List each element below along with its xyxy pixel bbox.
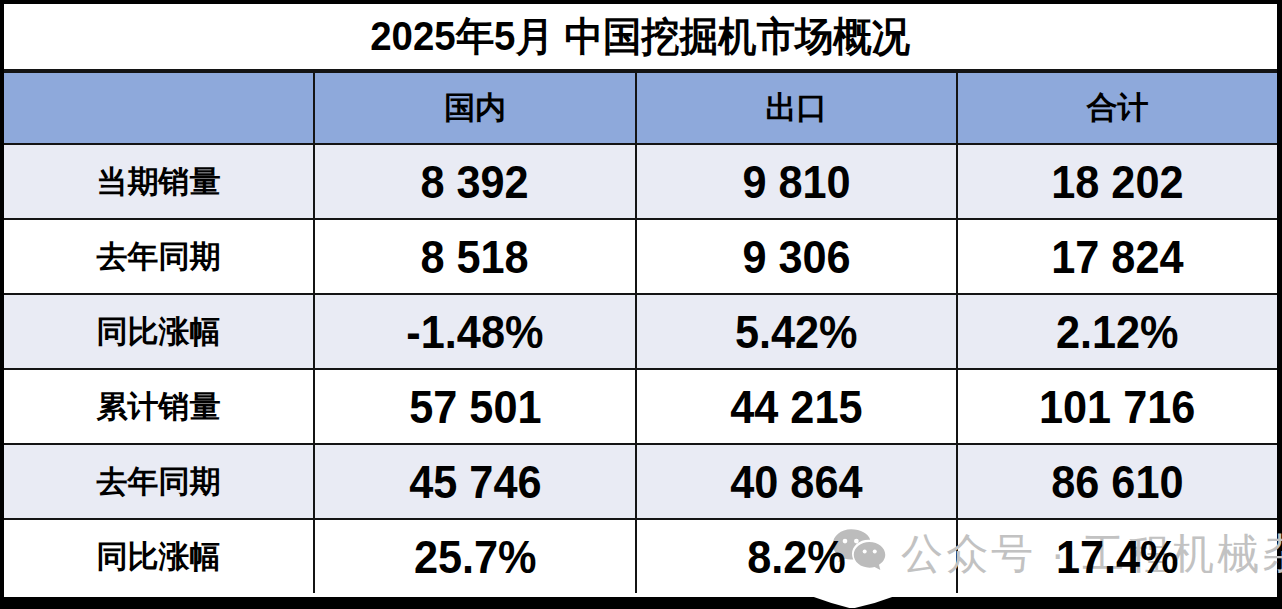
cell-value: 57 501 [409, 380, 541, 434]
cell-value: 2.12% [1056, 305, 1179, 359]
cell-value: 8 392 [421, 155, 529, 209]
row-header-cell: 去年同期 [4, 220, 315, 293]
table-row: 去年同期 8 518 9 306 17 824 [4, 220, 1277, 295]
cell-value: 25.7% [414, 530, 537, 584]
row-header-cell: 当期销量 [4, 145, 315, 218]
column-header: 合计 [1087, 87, 1149, 129]
value-cell: 9 810 [637, 145, 958, 218]
row-header-cell: 去年同期 [4, 445, 315, 518]
cell-value: 44 215 [730, 380, 862, 434]
row-label: 同比涨幅 [97, 536, 221, 578]
value-cell: 8 518 [315, 220, 637, 293]
value-cell: 18 202 [958, 145, 1277, 218]
value-cell: -1.48% [315, 295, 637, 368]
column-header: 出口 [766, 87, 828, 129]
table-header-row: 国内 出口 合计 [4, 73, 1277, 145]
table-row: 去年同期 45 746 40 864 86 610 [4, 445, 1277, 520]
cell-value: 8.2% [747, 530, 846, 584]
column-header: 国内 [444, 87, 506, 129]
value-cell: 57 501 [315, 370, 637, 443]
table-row: 同比涨幅 -1.48% 5.42% 2.12% [4, 295, 1277, 370]
header-cell-total: 合计 [958, 73, 1277, 143]
bottom-notch-decoration [808, 595, 898, 608]
cell-value: 8 518 [421, 230, 529, 284]
row-label: 当期销量 [97, 161, 221, 203]
table-row: 累计销量 57 501 44 215 101 716 [4, 370, 1277, 445]
cell-value: 9 306 [742, 230, 850, 284]
cell-value: 9 810 [742, 155, 850, 209]
value-cell: 8 392 [315, 145, 637, 218]
value-cell: 101 716 [958, 370, 1277, 443]
table-row: 当期销量 8 392 9 810 18 202 [4, 145, 1277, 220]
header-cell-export: 出口 [637, 73, 958, 143]
row-label: 同比涨幅 [97, 311, 221, 353]
cell-value: 86 610 [1051, 455, 1183, 509]
value-cell: 44 215 [637, 370, 958, 443]
row-header-cell: 同比涨幅 [4, 295, 315, 368]
header-cell-domestic: 国内 [315, 73, 637, 143]
title-bar: 2025年5月 中国挖掘机市场概况 [4, 4, 1277, 73]
cell-value: -1.48% [406, 305, 543, 359]
value-cell: 17 824 [958, 220, 1277, 293]
cell-value: 40 864 [730, 455, 862, 509]
table-inner: 2025年5月 中国挖掘机市场概况 国内 出口 合计 当期销量 8 392 9 … [4, 4, 1277, 597]
value-cell: 25.7% [315, 520, 637, 593]
row-label: 去年同期 [97, 461, 221, 503]
header-cell-empty [4, 73, 315, 143]
table-row: 同比涨幅 25.7% 8.2% 17.4% [4, 520, 1277, 593]
cell-value: 45 746 [409, 455, 541, 509]
cell-value: 101 716 [1039, 380, 1195, 434]
cell-value: 18 202 [1051, 155, 1183, 209]
row-header-cell: 累计销量 [4, 370, 315, 443]
value-cell: 40 864 [637, 445, 958, 518]
value-cell: 45 746 [315, 445, 637, 518]
row-label: 累计销量 [97, 386, 221, 428]
page-title: 2025年5月 中国挖掘机市场概况 [371, 9, 911, 64]
value-cell: 17.4% [958, 520, 1277, 593]
row-label: 去年同期 [97, 236, 221, 278]
value-cell: 86 610 [958, 445, 1277, 518]
cell-value: 17 824 [1051, 230, 1183, 284]
excavator-market-table-image: 2025年5月 中国挖掘机市场概况 国内 出口 合计 当期销量 8 392 9 … [0, 0, 1282, 609]
value-cell: 9 306 [637, 220, 958, 293]
value-cell: 2.12% [958, 295, 1277, 368]
row-header-cell: 同比涨幅 [4, 520, 315, 593]
value-cell: 5.42% [637, 295, 958, 368]
cell-value: 17.4% [1056, 530, 1179, 584]
value-cell: 8.2% [637, 520, 958, 593]
cell-value: 5.42% [735, 305, 858, 359]
